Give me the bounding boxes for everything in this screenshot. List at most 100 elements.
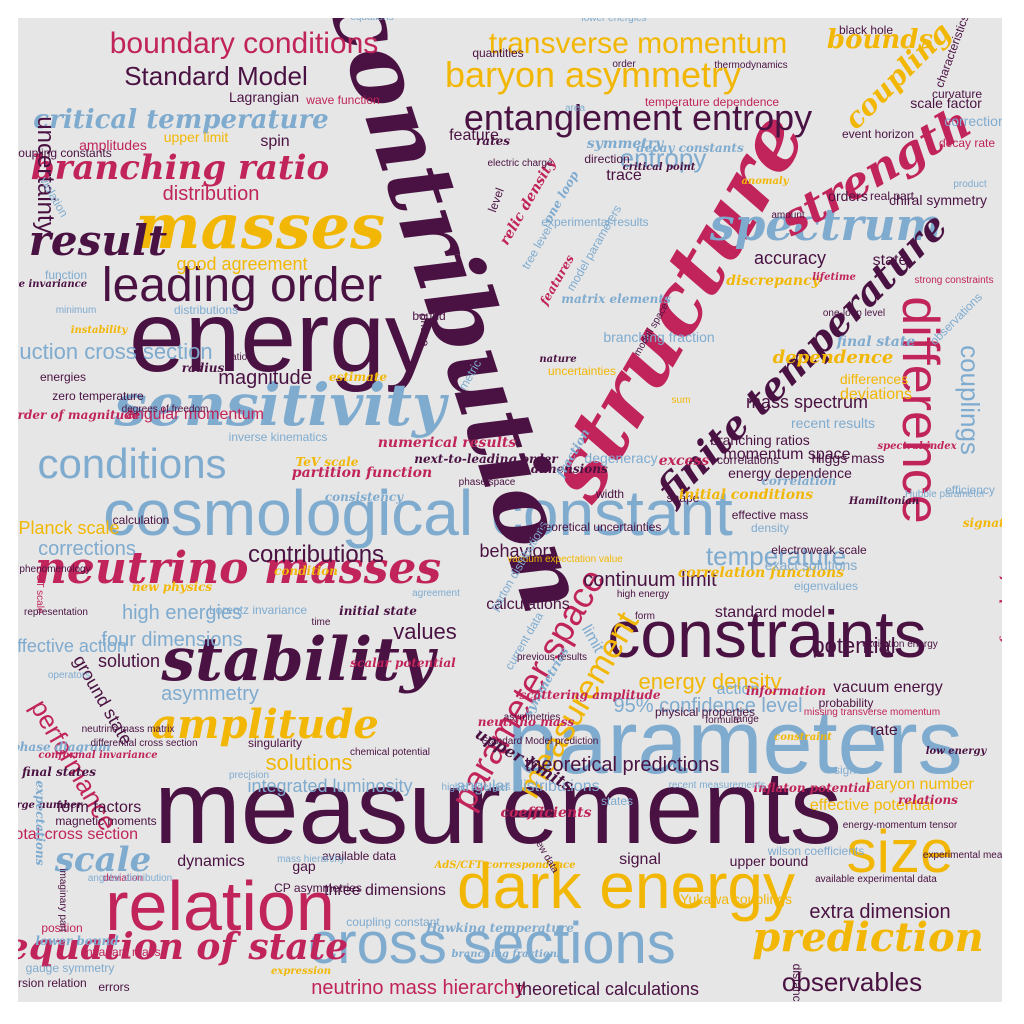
cloud-word: recent results	[790, 415, 876, 431]
cloud-word: new physics	[131, 580, 213, 594]
cloud-word: baryon number	[866, 776, 974, 793]
cloud-word: initial conditions	[678, 487, 814, 503]
cloud-word: available data	[321, 849, 397, 863]
cloud-word: excess	[658, 453, 710, 469]
cloud-word: total cross section	[18, 826, 139, 843]
cloud-word: orders	[828, 188, 868, 204]
cloud-word: Higgs mass	[811, 450, 885, 466]
cloud-word: amount	[771, 210, 805, 221]
cloud-word: signal	[619, 851, 661, 868]
cloud-word: discrepancy	[726, 273, 820, 289]
cloud-word: inflaton potential	[753, 781, 871, 795]
cloud-word: action	[716, 681, 760, 698]
cloud-word: neutrino mass matrix	[81, 724, 175, 735]
cloud-word: temperature	[705, 541, 847, 571]
cloud-word: frequency	[999, 576, 1002, 644]
cloud-word: condition	[274, 564, 338, 578]
cloud-word: phase	[418, 313, 432, 347]
cloud-word: amplitudes	[79, 137, 147, 153]
cloud-word: upper bound	[729, 853, 809, 869]
cloud-word: vacuum energy	[833, 679, 943, 696]
cloud-word: contributions	[247, 541, 385, 568]
cloud-word: corrections	[38, 538, 136, 560]
cloud-word: final state	[836, 334, 916, 350]
cloud-word: feature	[449, 127, 499, 144]
cloud-word: amplitude	[151, 701, 379, 748]
cloud-word: expectations	[33, 780, 47, 866]
cloud-word: invariant mass	[83, 945, 161, 959]
cloud-word: four dimensions	[101, 629, 243, 651]
cloud-word: scale	[54, 840, 152, 880]
cloud-word: asymmetries	[503, 712, 561, 723]
cloud-word: decay rate	[938, 136, 996, 150]
cloud-word: angular momentum	[126, 406, 264, 423]
cloud-word: Lorentz invariance	[208, 603, 308, 617]
cloud-word: behavior	[479, 541, 549, 561]
cloud-word: time	[311, 617, 331, 628]
cloud-word: quantities	[472, 46, 524, 60]
cloud-word: energies	[39, 370, 87, 384]
cloud-word: scale factor	[910, 95, 982, 111]
cloud-word: values	[393, 619, 457, 644]
cloud-word: chemical potential	[349, 747, 431, 758]
cloud-word: conformal invariance	[38, 750, 158, 761]
cloud-word: theoretical calculations	[516, 979, 700, 999]
cloud-word: CP asymmetries	[274, 881, 362, 895]
cloud-word: deviation	[102, 873, 144, 884]
cloud-word: strong constraints	[914, 275, 994, 286]
cloud-word: formula	[705, 715, 739, 726]
cloud-word: mass spectrum	[745, 392, 869, 412]
cloud-word: energy dependence	[728, 465, 852, 481]
cloud-word: phenomenology	[19, 564, 91, 575]
cloud-word: spin	[260, 133, 290, 150]
cloud-word: lifetime	[812, 272, 856, 283]
cloud-word: branching ratio	[30, 148, 330, 188]
cloud-word: scattering amplitude	[519, 688, 661, 702]
cloud-word: zero temperature	[52, 389, 144, 403]
cloud-word: accuracy	[753, 248, 827, 268]
cloud-word: uncertainties	[547, 364, 617, 378]
cloud-word: one-loop level	[822, 308, 886, 319]
cloud-word: energy	[129, 281, 435, 393]
cloud-word: scalar potential	[350, 656, 456, 670]
cloud-word: effective mass	[731, 508, 809, 522]
cloud-word: observables	[781, 967, 923, 997]
cloud-word: chiral symmetry	[888, 192, 988, 208]
cloud-word: level	[485, 186, 507, 214]
cloud-word: direction	[584, 152, 630, 166]
cloud-word: entanglement entropy	[463, 97, 813, 138]
cloud-word: recent measurements	[668, 780, 766, 791]
cloud-word: effective potential	[809, 797, 935, 814]
cloud-word: transverse momentum	[488, 27, 788, 60]
cloud-word: gauge symmetry	[25, 961, 115, 975]
cloud-word: imaginary part	[57, 868, 68, 932]
cloud-word: range	[733, 714, 759, 725]
cloud-word: dependence	[772, 347, 894, 368]
cloud-word: Hamiltonian	[848, 496, 920, 507]
cloud-word: wave function	[306, 93, 380, 107]
cloud-word: branching fraction	[603, 329, 715, 345]
cloud-word: correlation	[761, 474, 837, 488]
cloud-word: excitation energy	[862, 639, 938, 650]
cloud-word: form	[635, 611, 655, 622]
cloud-word: solution	[97, 651, 161, 671]
cloud-word: lower bound	[35, 934, 119, 948]
cloud-word: dark energy	[457, 850, 795, 922]
cloud-word: good agreement	[176, 254, 308, 274]
cloud-word: real part	[869, 189, 915, 203]
cloud-word: differential cross section	[90, 738, 198, 749]
cloud-word: theoretical predictions	[524, 754, 720, 776]
cloud-word: distribution	[162, 183, 260, 205]
cloud-word: previous results	[516, 652, 588, 663]
cloud-word: critical temperature	[33, 105, 329, 135]
cloud-word: temperature dependence	[644, 95, 780, 109]
cloud-word: nature	[539, 354, 577, 365]
cloud-word: black hole	[838, 23, 894, 37]
cloud-word: extra dimension	[809, 901, 951, 923]
cloud-word: ratios	[227, 352, 253, 363]
cloud-word: matrix elements	[561, 292, 671, 306]
cloud-word: large number	[18, 800, 83, 811]
cloud-word: sensitivity	[114, 371, 446, 439]
cloud-word: rate	[870, 722, 898, 739]
cloud-word: degrees of freedom	[121, 404, 209, 415]
